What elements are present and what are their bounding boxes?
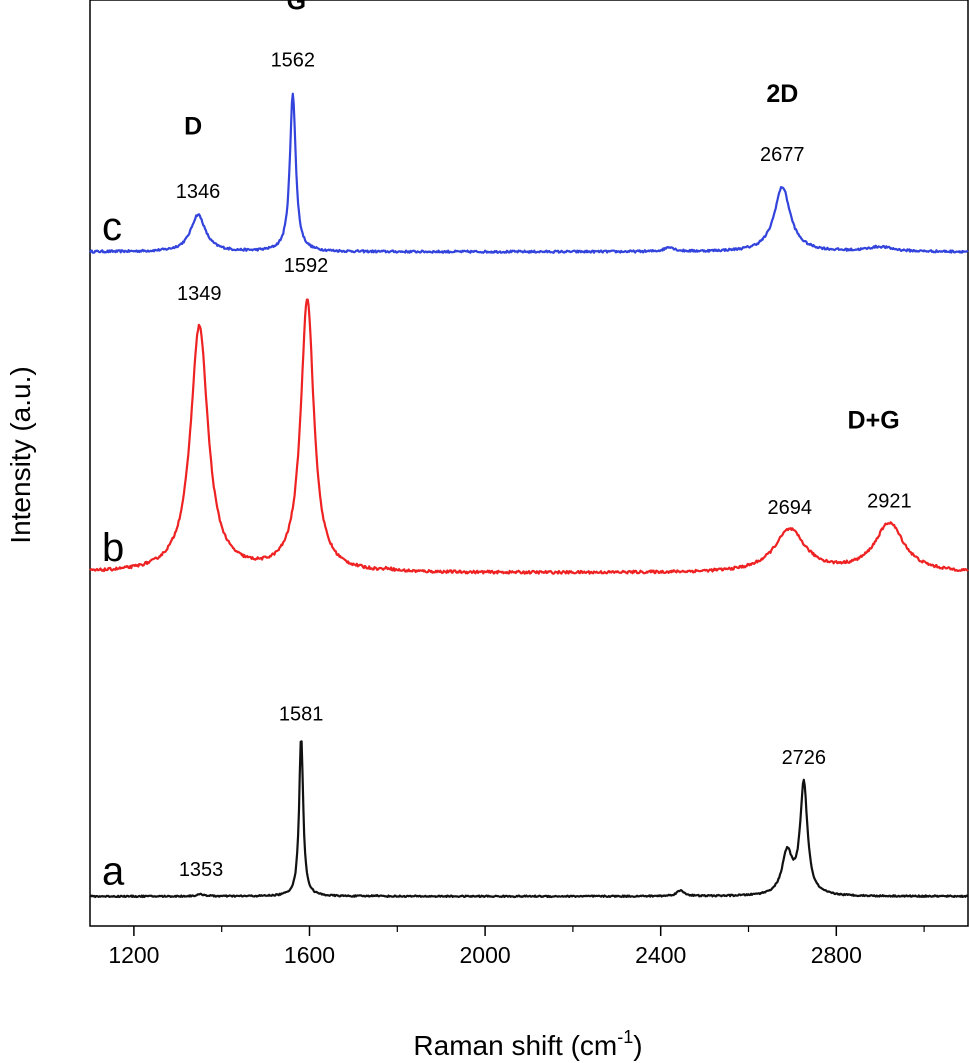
peak-label-c: 1562 bbox=[271, 50, 316, 72]
x-tick-label: 2400 bbox=[635, 942, 686, 968]
x-tick-label: 2000 bbox=[460, 942, 511, 968]
x-axis-label: Raman shift (cm-1) bbox=[413, 1027, 642, 1061]
series-label-b: b bbox=[102, 526, 124, 570]
peak-label-a: 1581 bbox=[279, 703, 324, 725]
x-tick-label: 1200 bbox=[108, 942, 159, 968]
spectrum-a bbox=[89, 740, 969, 899]
peak-label-b: 1349 bbox=[177, 283, 222, 305]
peak-label-a: 2726 bbox=[782, 747, 827, 769]
spectrum-b bbox=[89, 298, 969, 575]
peak-label-c: 1346 bbox=[176, 181, 221, 203]
x-axis-ticks: 1200 1600 2000 2400 2800 bbox=[108, 926, 925, 968]
band-label: 2D bbox=[766, 80, 798, 108]
peak-label-layer: 1346 1562 2677 c 1349 1592 2694 2921 b 1353 1581 27… bbox=[102, 0, 912, 893]
plot-frame bbox=[89, 0, 969, 927]
peak-label-b: 2921 bbox=[867, 490, 912, 512]
band-label: D bbox=[184, 112, 202, 140]
peak-label-a: 1353 bbox=[179, 859, 224, 881]
y-axis-label: Intensity (a.u.) bbox=[5, 366, 36, 543]
peak-label-b: 2694 bbox=[768, 497, 813, 519]
series-label-a: a bbox=[102, 849, 125, 893]
peak-label-b: 1592 bbox=[284, 255, 329, 277]
spectrum-c bbox=[89, 92, 969, 254]
peak-label-c: 2677 bbox=[760, 144, 805, 166]
x-tick-label: 2800 bbox=[811, 942, 862, 968]
x-tick-label: 1600 bbox=[284, 942, 335, 968]
series-layer bbox=[89, 92, 969, 899]
band-label: G bbox=[287, 0, 306, 15]
band-label: D+G bbox=[848, 407, 900, 435]
series-label-c: c bbox=[102, 205, 122, 249]
